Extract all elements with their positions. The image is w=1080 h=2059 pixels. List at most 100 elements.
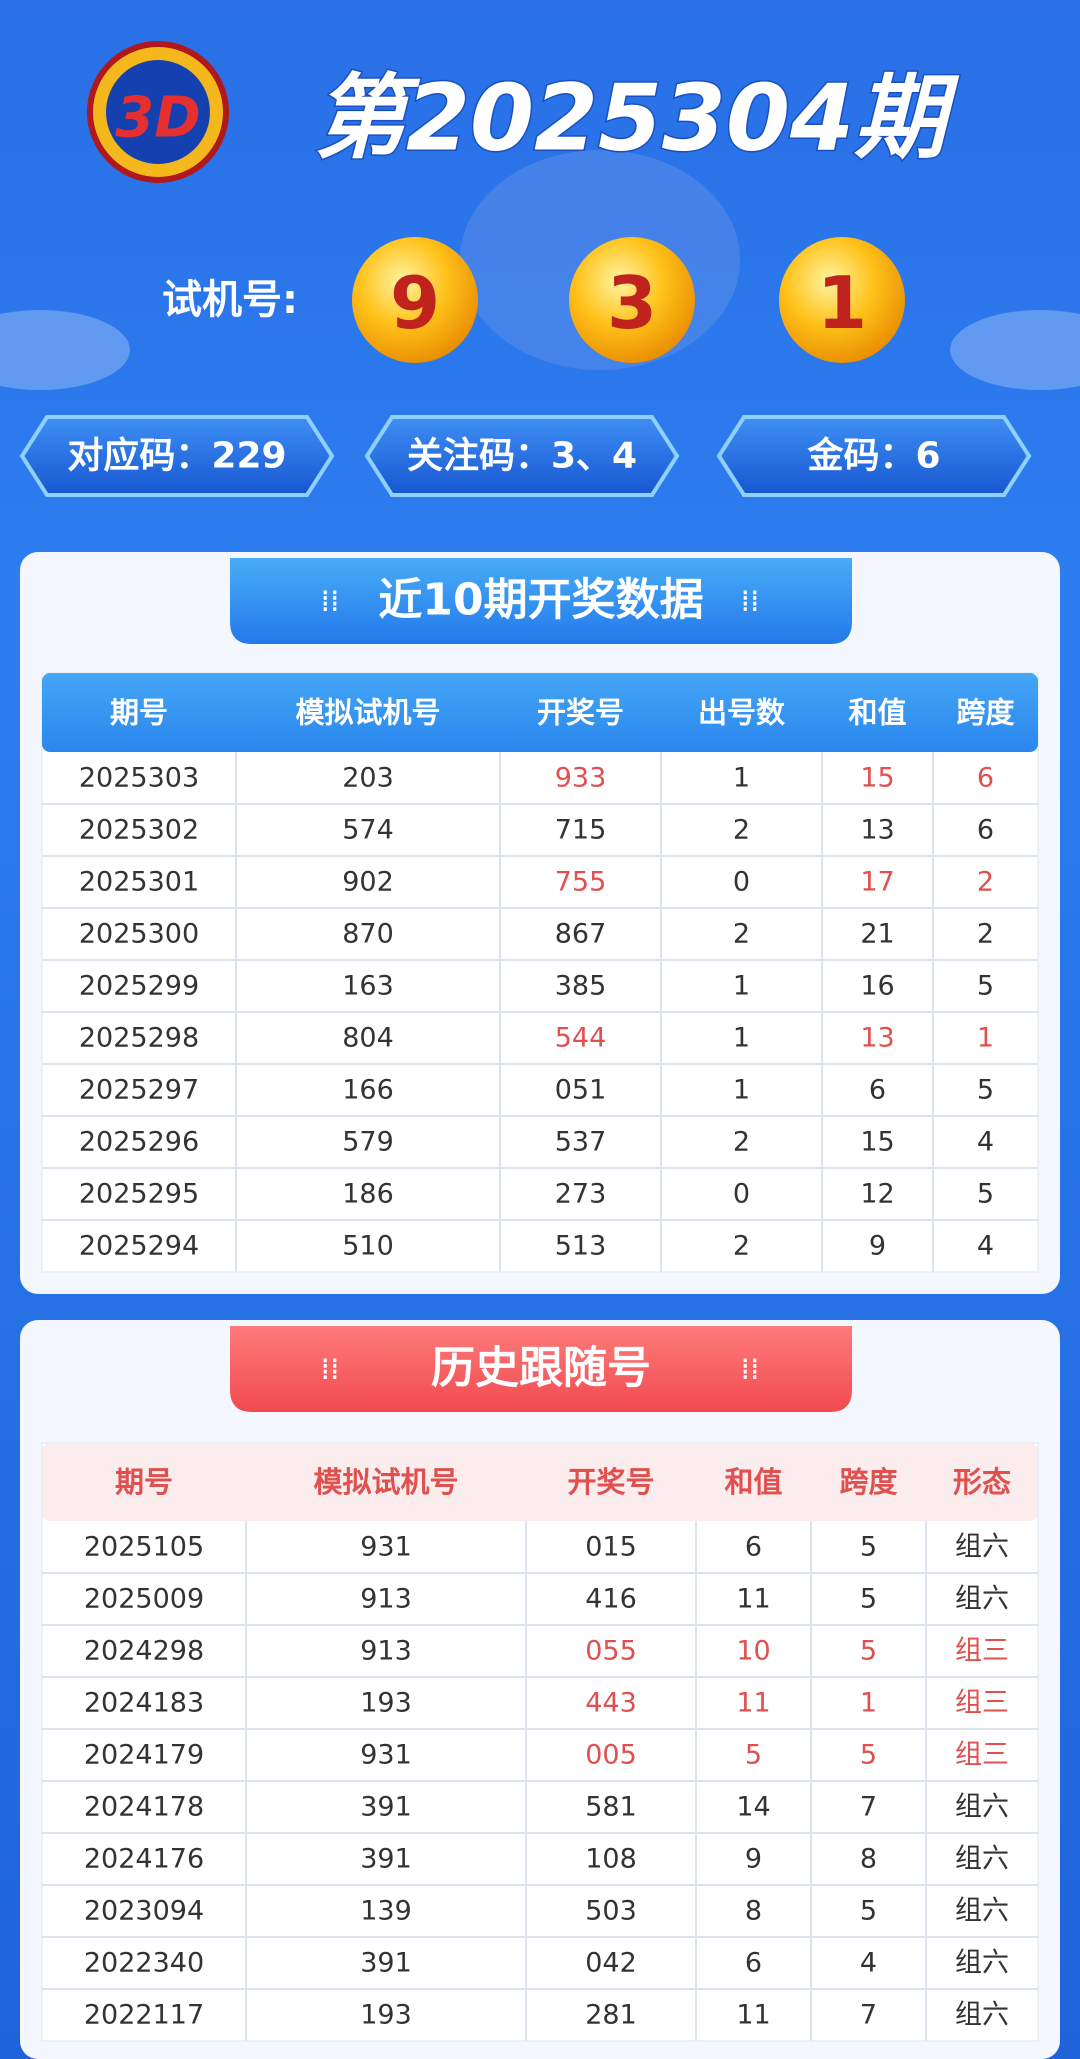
table-cell: 2025009 <box>84 1584 204 1615</box>
table-cell: 579 <box>342 1127 394 1158</box>
table-cell: 574 <box>342 815 394 846</box>
table-cell: 443 <box>585 1688 637 1719</box>
column-header: 和值 <box>724 1465 782 1499</box>
table-cell: 组六 <box>955 1532 1009 1563</box>
table-cell: 755 <box>555 867 607 898</box>
svg-text:3D: 3D <box>115 86 200 151</box>
table-cell: 6 <box>745 1532 762 1563</box>
table-cell: 11 <box>736 1688 770 1719</box>
table-cell: 804 <box>342 1023 394 1054</box>
table-cell: 933 <box>555 763 607 794</box>
table-cell: 931 <box>360 1740 412 1771</box>
code-pill <box>19 415 335 497</box>
table-cell: 17 <box>860 867 894 898</box>
table-cell: 139 <box>360 1896 412 1927</box>
table-cell: 2024179 <box>84 1740 204 1771</box>
column-header: 开奖号 <box>567 1465 654 1499</box>
table-cell: 2 <box>733 919 750 950</box>
table-cell: 14 <box>736 1792 770 1823</box>
table-cell: 2023094 <box>84 1896 204 1927</box>
table-cell: 2025302 <box>79 815 199 846</box>
table-cell: 组六 <box>955 1896 1009 1927</box>
table-cell: 0 <box>733 867 750 898</box>
column-header: 模拟试机号 <box>295 696 440 730</box>
table-cell: 867 <box>555 919 607 950</box>
table-cell: 5 <box>860 1636 877 1667</box>
table-cell: 8 <box>860 1844 877 1875</box>
table-cell: 281 <box>585 2000 637 2031</box>
table-cell: 1 <box>733 763 750 794</box>
table-cell: 2022340 <box>84 1948 204 1979</box>
table-cell: 2 <box>733 815 750 846</box>
table-cell: 5 <box>977 1075 994 1106</box>
table-cell: 051 <box>555 1075 607 1106</box>
title-tab <box>230 1326 852 1412</box>
table-cell: 组六 <box>955 2000 1009 2031</box>
table-cell: 203 <box>342 763 394 794</box>
table-cell: 193 <box>360 1688 412 1719</box>
table-cell: 组三 <box>955 1688 1009 1719</box>
table-cell: 4 <box>977 1231 994 1262</box>
table-cell: 2025299 <box>79 971 199 1002</box>
column-header: 跨度 <box>839 1465 897 1499</box>
table-cell: 组六 <box>955 1584 1009 1615</box>
table-cell: 503 <box>585 1896 637 1927</box>
table-cell: 15 <box>860 763 894 794</box>
table-cell: 组三 <box>955 1636 1009 1667</box>
table-cell: 组三 <box>955 1740 1009 1771</box>
table-cell: 2025294 <box>79 1231 199 1262</box>
table-cell: 005 <box>585 1740 637 1771</box>
cloud-decoration <box>0 310 130 390</box>
table-cell: 7 <box>860 2000 877 2031</box>
code-text: 对应码：229 <box>67 436 286 477</box>
table-cell: 5 <box>860 1584 877 1615</box>
table-cell: 2025105 <box>84 1532 204 1563</box>
ball <box>779 237 905 363</box>
table-cell: 870 <box>342 919 394 950</box>
table-cell: 5 <box>977 1179 994 1210</box>
logo: 3D <box>87 41 229 183</box>
column-header: 期号 <box>110 696 168 730</box>
table-cell: 2 <box>733 1231 750 1262</box>
table-cell: 4 <box>860 1948 877 1979</box>
table-cell: 组六 <box>955 1792 1009 1823</box>
table-cell: 902 <box>342 867 394 898</box>
table-cell: 0 <box>733 1179 750 1210</box>
code-pill <box>716 415 1032 497</box>
ball <box>569 237 695 363</box>
table-cell: 2025298 <box>79 1023 199 1054</box>
tab-dots: ⁞⁞ <box>320 1353 339 1388</box>
tab-dots: ⁞⁞ <box>740 1353 759 1388</box>
table-cell: 1 <box>733 1023 750 1054</box>
table-cell: 391 <box>360 1844 412 1875</box>
table-cell: 055 <box>585 1636 637 1667</box>
table-cell: 6 <box>745 1948 762 1979</box>
table-cell: 2025295 <box>79 1179 199 1210</box>
table-cell: 21 <box>860 919 894 950</box>
table-cell: 391 <box>360 1792 412 1823</box>
column-header: 出号数 <box>698 696 786 730</box>
code-text: 金码：6 <box>806 435 940 477</box>
title-tab <box>230 558 852 644</box>
cloud-decoration <box>950 310 1080 390</box>
table-cell: 931 <box>360 1532 412 1563</box>
table-cell: 2024183 <box>84 1688 204 1719</box>
code-text: 关注码：3、4 <box>407 436 637 477</box>
table-cell: 416 <box>585 1584 637 1615</box>
table-cell: 5 <box>745 1740 762 1771</box>
table-cell: 544 <box>555 1023 607 1054</box>
table-cell: 385 <box>555 971 607 1002</box>
table-cell: 16 <box>860 971 894 1002</box>
table-cell: 391 <box>360 1948 412 1979</box>
table-cell: 913 <box>360 1636 412 1667</box>
table-cell: 015 <box>585 1532 637 1563</box>
table-cell: 913 <box>360 1584 412 1615</box>
table-cell: 2025303 <box>79 763 199 794</box>
table-cell: 273 <box>555 1179 607 1210</box>
column-header: 开奖号 <box>537 696 624 730</box>
table-cell: 2025300 <box>79 919 199 950</box>
table-cell: 11 <box>736 1584 770 1615</box>
trial-label: 试机号: <box>162 277 298 323</box>
